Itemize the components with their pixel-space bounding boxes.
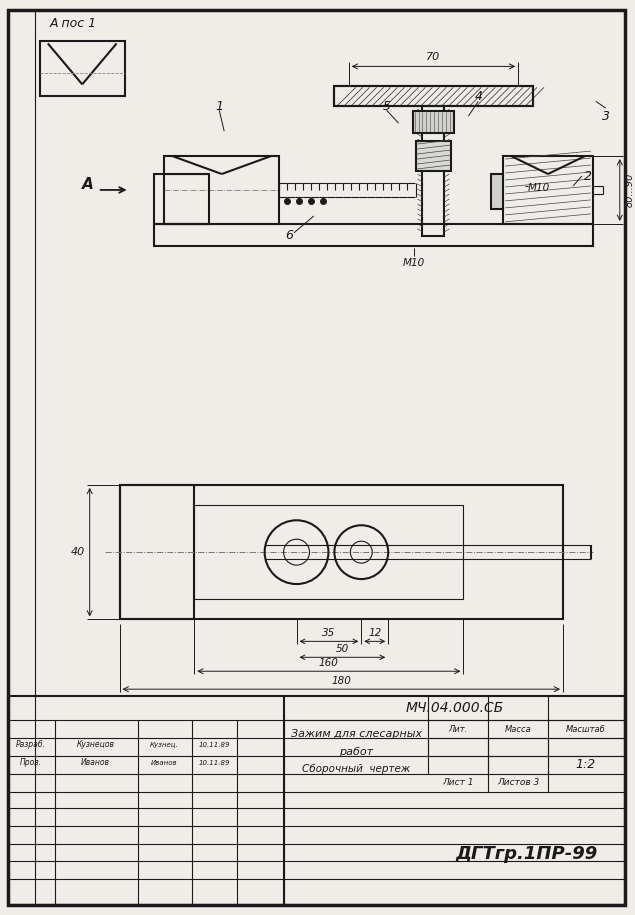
Text: Кузнецов: Кузнецов (77, 740, 115, 749)
Text: Пров.: Пров. (20, 759, 42, 768)
Text: 6: 6 (285, 230, 293, 242)
Text: Иванов: Иванов (81, 759, 110, 768)
Bar (334, 86, 533, 106)
Text: 3: 3 (602, 110, 610, 123)
Bar (154, 224, 593, 246)
Text: Лит.: Лит. (449, 725, 468, 734)
Text: 35: 35 (323, 629, 335, 639)
Text: 2: 2 (584, 169, 592, 182)
Text: 160: 160 (319, 658, 338, 668)
Text: ДГТгр.1ПР-99: ДГТгр.1ПР-99 (455, 845, 598, 863)
Text: Разраб.: Разраб. (16, 740, 46, 749)
Text: 5: 5 (383, 100, 391, 113)
Text: 4: 4 (474, 90, 483, 102)
Text: Лист 1: Лист 1 (443, 779, 474, 787)
Bar (119, 485, 194, 619)
Text: МЧ.04.000.СБ: МЧ.04.000.СБ (405, 701, 504, 716)
Bar (8, 696, 625, 906)
Text: Масштаб: Масштаб (566, 725, 606, 734)
Bar (491, 174, 503, 209)
Text: 50: 50 (336, 644, 349, 654)
Bar (154, 174, 210, 224)
Bar (503, 156, 593, 224)
Text: 10.11.89: 10.11.89 (199, 742, 230, 748)
Text: работ: работ (339, 747, 373, 757)
Text: 80...90: 80...90 (625, 173, 635, 207)
Bar (415, 141, 451, 171)
Bar (413, 112, 455, 134)
Text: 1:2: 1:2 (576, 759, 596, 771)
Text: Листов 3: Листов 3 (497, 779, 539, 787)
Text: 1: 1 (215, 100, 224, 113)
Bar (119, 485, 563, 619)
Text: Кузнец.: Кузнец. (150, 742, 179, 748)
Text: Иванов: Иванов (151, 760, 178, 766)
Text: М10: М10 (403, 258, 425, 268)
Bar (194, 505, 464, 599)
Text: Сборочный  чертеж: Сборочный чертеж (302, 764, 410, 774)
Bar (40, 41, 124, 96)
Text: М10: М10 (528, 183, 551, 193)
Bar (422, 106, 444, 236)
Text: А: А (82, 178, 93, 192)
Text: 40: 40 (70, 547, 84, 557)
Text: 180: 180 (331, 676, 351, 686)
Bar (334, 86, 533, 106)
Text: 10.11.89: 10.11.89 (199, 760, 230, 766)
Text: Масса: Масса (505, 725, 531, 734)
Text: А пос 1: А пос 1 (50, 17, 97, 30)
Text: Зажим для слесарных: Зажим для слесарных (291, 729, 422, 739)
Text: 12: 12 (368, 629, 382, 639)
Text: 70: 70 (426, 52, 441, 62)
Bar (164, 156, 279, 224)
